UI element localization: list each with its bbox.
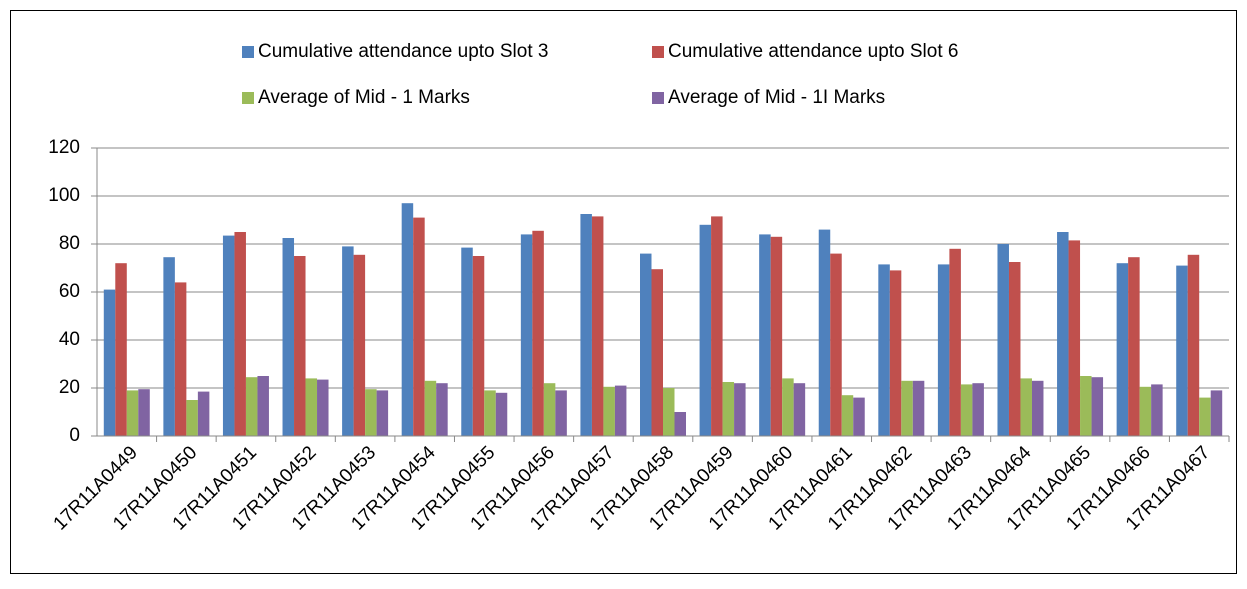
bar xyxy=(197,391,210,436)
bar xyxy=(555,390,567,436)
bar xyxy=(234,232,246,436)
y-tick-label: 120 xyxy=(48,137,80,158)
bar xyxy=(793,383,806,436)
bar xyxy=(126,390,139,436)
bar xyxy=(174,282,187,436)
bar xyxy=(722,382,735,436)
bar xyxy=(734,383,746,436)
bar xyxy=(1031,380,1044,436)
legend-label: Average of Mid - 1 Marks xyxy=(258,87,470,108)
bar xyxy=(365,389,377,436)
bar xyxy=(424,380,437,436)
bar xyxy=(1151,384,1163,436)
bar xyxy=(413,217,425,436)
bar xyxy=(603,386,615,436)
bar xyxy=(841,395,854,436)
y-tick-label: 60 xyxy=(59,281,80,302)
legend-swatch xyxy=(242,92,254,104)
bar xyxy=(937,264,950,436)
bar xyxy=(770,236,783,436)
bar xyxy=(663,388,675,436)
bar xyxy=(495,392,508,436)
bar xyxy=(640,253,652,436)
bar xyxy=(651,269,663,436)
bar xyxy=(1020,378,1032,436)
y-tick-label: 80 xyxy=(59,233,80,254)
bar xyxy=(484,390,496,436)
bar xyxy=(960,384,973,436)
bar xyxy=(912,380,925,436)
bar xyxy=(699,224,712,436)
bar xyxy=(972,383,984,436)
bar xyxy=(674,412,686,436)
legend-label: Cumulative attendance upto Slot 6 xyxy=(668,41,958,62)
bar xyxy=(997,244,1009,436)
bar xyxy=(353,254,366,436)
bar xyxy=(1187,254,1200,436)
bar xyxy=(1139,386,1152,436)
bar xyxy=(520,234,533,436)
bar xyxy=(759,234,771,436)
bar xyxy=(376,390,389,436)
bar xyxy=(782,378,794,436)
bar xyxy=(1128,257,1140,436)
bar xyxy=(461,247,473,436)
bar xyxy=(1176,265,1188,436)
bar xyxy=(543,383,556,436)
bar xyxy=(1057,232,1069,436)
bar xyxy=(163,257,175,436)
bar xyxy=(818,229,831,436)
bar xyxy=(711,216,723,436)
bar xyxy=(317,379,329,436)
legend-label: Cumulative attendance upto Slot 3 xyxy=(258,41,548,62)
bar xyxy=(901,380,913,436)
y-tick-label: 20 xyxy=(59,377,80,398)
bar xyxy=(115,263,127,436)
bar xyxy=(614,385,627,436)
bar xyxy=(222,235,235,436)
bar xyxy=(294,256,306,436)
bar xyxy=(186,400,198,436)
bar xyxy=(580,214,592,436)
bar xyxy=(282,238,295,436)
legend-swatch xyxy=(652,92,664,104)
legend-swatch xyxy=(242,46,254,58)
y-tick-label: 100 xyxy=(48,185,80,206)
bar xyxy=(1116,263,1129,436)
bar xyxy=(1008,262,1021,436)
bar xyxy=(949,248,961,436)
bar xyxy=(532,230,544,436)
bar xyxy=(1210,390,1223,436)
bar xyxy=(1068,240,1081,436)
bar xyxy=(1080,376,1092,436)
bar xyxy=(878,264,890,436)
bar xyxy=(436,383,448,436)
bar xyxy=(1199,397,1211,436)
legend-swatch xyxy=(652,46,664,58)
bar xyxy=(103,289,116,436)
bar xyxy=(138,389,150,436)
bar xyxy=(245,377,258,436)
bar xyxy=(342,246,354,436)
bar xyxy=(472,256,485,436)
bar xyxy=(591,216,604,436)
bar xyxy=(305,378,318,436)
y-tick-label: 0 xyxy=(69,425,80,446)
bar xyxy=(1091,377,1104,436)
y-tick-label: 40 xyxy=(59,329,80,350)
legend-label: Average of Mid - 1I Marks xyxy=(668,87,885,108)
bar xyxy=(830,253,842,436)
bar xyxy=(889,270,902,436)
bar xyxy=(853,397,865,436)
bar xyxy=(401,203,414,436)
bar xyxy=(257,376,269,436)
